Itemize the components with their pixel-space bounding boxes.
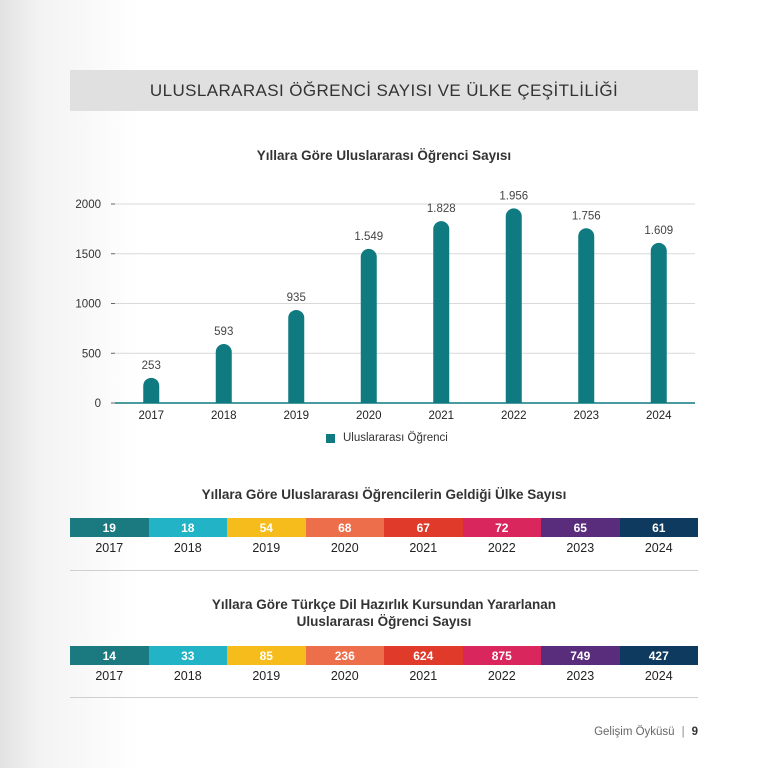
country-count-strip: 19 18 54 68 67 72 65 61 bbox=[70, 518, 698, 537]
bar-value-label: 1.609 bbox=[644, 225, 673, 237]
legend-label: Uluslararası Öğrenci bbox=[343, 432, 448, 444]
x-tick-label: 2023 bbox=[573, 410, 599, 422]
bar bbox=[215, 343, 232, 403]
bar-chart-title: Yıllara Göre Uluslararası Öğrenci Sayısı bbox=[256, 148, 512, 163]
x-tick-label: 2024 bbox=[646, 410, 672, 422]
bar-value-label: 1.828 bbox=[427, 203, 456, 215]
language-table-title-line2: Uluslararası Öğrenci Sayısı bbox=[296, 614, 472, 629]
page-number: 9 bbox=[691, 726, 698, 738]
bar bbox=[433, 221, 450, 403]
language-course-value-cell: 427 bbox=[619, 646, 698, 665]
country-count-year-label: 2024 bbox=[644, 541, 673, 555]
chart-legend: Uluslararası Öğrenci bbox=[326, 432, 448, 444]
divider bbox=[70, 697, 698, 698]
country-count-year-label: 2017 bbox=[95, 541, 124, 555]
country-count-year-label: 2022 bbox=[487, 541, 516, 555]
bar bbox=[360, 248, 377, 403]
country-count-value-cell: 18 bbox=[148, 518, 227, 537]
language-course-year-label: 2019 bbox=[252, 669, 281, 683]
language-course-year-label: 2024 bbox=[644, 669, 673, 683]
country-count-value-cell: 68 bbox=[305, 518, 384, 537]
language-course-value-cell: 85 bbox=[227, 646, 306, 665]
bar bbox=[288, 309, 305, 403]
x-tick-label: 2020 bbox=[356, 410, 382, 422]
bar bbox=[143, 377, 160, 403]
language-course-value-cell: 749 bbox=[541, 646, 620, 665]
country-count-year-label: 2019 bbox=[252, 541, 281, 555]
x-tick-label: 2021 bbox=[428, 410, 454, 422]
language-course-value-cell: 875 bbox=[462, 646, 541, 665]
y-tick-label: 0 bbox=[95, 398, 101, 410]
footer-section: Gelişim Öyküsü bbox=[594, 726, 675, 738]
bar-value-label: 935 bbox=[287, 292, 306, 304]
bar bbox=[505, 208, 522, 403]
language-table-title-line1: Yıllara Göre Türkçe Dil Hazırlık Kursund… bbox=[211, 597, 557, 612]
bar-chart: 0 500 1000 1500 2000 253 2017 593 2018 935 2019 1.5… bbox=[75, 190, 695, 422]
language-course-value-cell: 14 bbox=[70, 646, 149, 665]
y-tick-label: 1500 bbox=[75, 249, 101, 261]
x-tick-label: 2022 bbox=[501, 410, 527, 422]
language-course-year-label: 2020 bbox=[330, 669, 359, 683]
country-count-value-cell: 54 bbox=[227, 518, 306, 537]
x-tick-label: 2018 bbox=[211, 410, 237, 422]
bar-value-label: 1.756 bbox=[572, 210, 601, 222]
footer-separator: | bbox=[681, 726, 685, 738]
y-tick-label: 500 bbox=[82, 348, 101, 360]
language-course-year-label: 2021 bbox=[409, 669, 438, 683]
country-table-title: Yıllara Göre Uluslararası Öğrencilerin G… bbox=[201, 487, 567, 502]
country-count-value-cell: 72 bbox=[462, 518, 541, 537]
country-count-year-label: 2023 bbox=[566, 541, 595, 555]
country-count-year-label: 2020 bbox=[330, 541, 359, 555]
page-banner: ULUSLARARASI ÖĞRENCİ SAYISI VE ÜLKE ÇEŞİ… bbox=[70, 70, 698, 111]
page-footer: Gelişim Öyküsü | 9 bbox=[594, 726, 698, 738]
language-course-strip: 14 33 85 236 624 875 749 427 bbox=[70, 646, 698, 665]
language-course-year-label: 2018 bbox=[173, 669, 202, 683]
language-course-years: 2017 2018 2019 2020 2021 2022 2023 2024 bbox=[70, 669, 698, 683]
y-tick-label: 2000 bbox=[75, 199, 101, 211]
y-tick-label: 1000 bbox=[75, 299, 101, 311]
language-course-value-cell: 33 bbox=[148, 646, 227, 665]
country-count-value-cell: 19 bbox=[70, 518, 149, 537]
legend-swatch bbox=[326, 433, 335, 443]
bar-value-label: 1.549 bbox=[354, 231, 383, 243]
country-count-value-cell: 61 bbox=[619, 518, 698, 537]
country-count-year-label: 2018 bbox=[173, 541, 202, 555]
country-count-year-label: 2021 bbox=[409, 541, 438, 555]
banner-title: ULUSLARARASI ÖĞRENCİ SAYISI VE ÜLKE ÇEŞİ… bbox=[149, 80, 619, 100]
x-tick-label: 2019 bbox=[283, 410, 309, 422]
country-count-value-cell: 65 bbox=[541, 518, 620, 537]
language-course-value-cell: 236 bbox=[305, 646, 384, 665]
x-tick-label: 2017 bbox=[138, 410, 164, 422]
language-course-year-label: 2017 bbox=[95, 669, 124, 683]
divider bbox=[70, 570, 698, 571]
country-count-value-cell: 67 bbox=[384, 518, 463, 537]
language-course-year-label: 2023 bbox=[566, 669, 595, 683]
country-count-years: 2017 2018 2019 2020 2021 2022 2023 2024 bbox=[70, 541, 698, 555]
bar bbox=[650, 242, 667, 403]
bar-value-label: 1.956 bbox=[499, 190, 528, 202]
language-course-value-cell: 624 bbox=[384, 646, 463, 665]
bar-value-label: 593 bbox=[214, 326, 233, 338]
bar-value-label: 253 bbox=[142, 360, 161, 372]
language-course-year-label: 2022 bbox=[487, 669, 516, 683]
bar bbox=[578, 228, 595, 403]
